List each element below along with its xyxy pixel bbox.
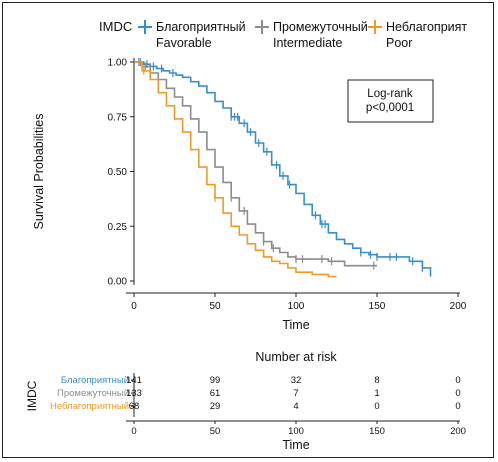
- legend-label-2: Неблагоприят: [386, 20, 467, 34]
- risk-cell-0-3: 8: [374, 375, 379, 386]
- series-line-2: [134, 61, 337, 278]
- risk-cell-1-3: 1: [374, 388, 379, 399]
- risk-cell-1-0: 133: [126, 388, 142, 399]
- x-tick-label-0: 0: [131, 301, 137, 312]
- y-tick-label-2: 0.50: [108, 167, 128, 178]
- risk-row-label-0: Благоприятный: [61, 375, 129, 386]
- annotation-line-1: Log-rank: [367, 88, 413, 100]
- x-axis-label: Time: [282, 318, 309, 332]
- risk-cell-2-2: 4: [293, 401, 298, 412]
- legend-sublabel-0: Favorable: [156, 36, 212, 50]
- y-tick-label-4: 1.00: [108, 58, 128, 69]
- risk-x-tick-label-4: 200: [450, 426, 466, 437]
- y-axis-label: Survival Probabilities: [32, 113, 46, 229]
- legend-label-0: Благоприятный: [156, 20, 246, 34]
- risk-cell-0-4: 0: [455, 375, 460, 386]
- risk-group-label: IMDC: [25, 380, 39, 411]
- risk-cell-1-4: 0: [455, 388, 460, 399]
- y-tick-label-0: 0.00: [108, 277, 128, 288]
- risk-x-tick-label-3: 150: [369, 426, 385, 437]
- legend-sublabel-2: Poor: [386, 36, 412, 50]
- annotation-line-2: p<0,0001: [366, 102, 414, 114]
- legend-title: IMDC: [99, 19, 132, 34]
- legend-sublabel-1: Intermediate: [273, 36, 343, 50]
- series-line-1: [134, 61, 377, 267]
- x-tick-label-4: 200: [450, 301, 467, 312]
- risk-cell-2-3: 0: [374, 401, 379, 412]
- risk-cell-1-1: 61: [210, 388, 221, 399]
- risk-cell-2-0: 68: [129, 401, 140, 412]
- survival-figure: IMDC Благоприятный Favorable Промежуточный I…: [25, 19, 467, 452]
- risk-cell-0-1: 99: [210, 375, 221, 386]
- legend-label-1: Промежуточный: [273, 20, 368, 34]
- risk-x-tick-label-2: 100: [288, 426, 304, 437]
- figure-frame: IMDC Благоприятный Favorable Промежуточный I…: [2, 2, 494, 458]
- y-tick-label-3: 0.75: [108, 112, 128, 123]
- risk-row-label-1: Промежуточный: [57, 388, 129, 399]
- x-tick-label-1: 50: [209, 301, 221, 312]
- x-tick-label-2: 100: [288, 301, 305, 312]
- risk-cell-0-0: 141: [126, 375, 142, 386]
- x-tick-label-3: 150: [369, 301, 386, 312]
- risk-x-tick-label-1: 50: [210, 426, 221, 437]
- risk-x-axis-label: Time: [282, 438, 309, 452]
- risk-cell-0-2: 32: [291, 375, 302, 386]
- risk-row-label-2: Неблагоприятный: [50, 401, 129, 412]
- risk-cell-2-4: 0: [455, 401, 460, 412]
- risk-table-title: Number at risk: [255, 350, 337, 364]
- annotation-box: [347, 79, 434, 123]
- risk-x-tick-label-0: 0: [131, 426, 136, 437]
- risk-cell-1-2: 7: [293, 388, 298, 399]
- risk-cell-2-1: 29: [210, 401, 221, 412]
- y-tick-label-1: 0.25: [108, 222, 128, 233]
